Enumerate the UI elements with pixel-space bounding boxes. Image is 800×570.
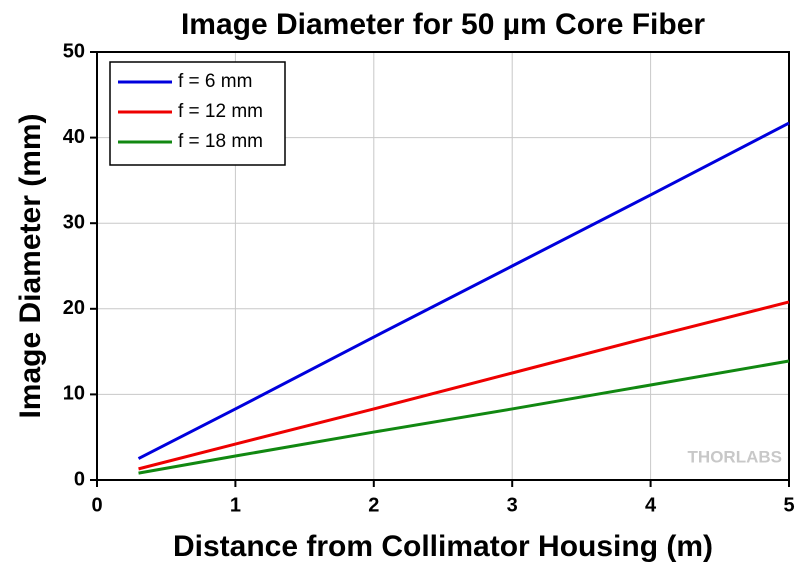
series-line [138, 300, 790, 471]
x-axis-label: Distance from Collimator Housing (m) [173, 530, 713, 563]
y-tick-label: 30 [63, 211, 85, 233]
y-tick-label: 20 [63, 297, 85, 319]
legend-label: f = 18 mm [178, 131, 263, 152]
chart-title: Image Diameter for 50 µm Core Fiber [181, 8, 705, 41]
x-tick-label: 0 [91, 494, 102, 516]
x-tick-label: 5 [783, 494, 794, 516]
y-tick-label: 40 [63, 126, 85, 148]
x-tick-label: 1 [230, 494, 241, 516]
x-tick-label: 3 [507, 494, 518, 516]
series-line [138, 359, 790, 475]
y-tick-label: 50 [63, 40, 85, 62]
y-tick-label: 10 [63, 383, 85, 405]
watermark: THORLABS [688, 447, 782, 466]
y-tick-label: 0 [74, 468, 85, 490]
x-tick-label: 2 [368, 494, 379, 516]
legend-label: f = 6 mm [178, 71, 252, 92]
legend-label: f = 12 mm [178, 101, 263, 122]
plot-frame [96, 51, 790, 481]
series-line [137, 121, 790, 460]
y-axis-label: Image Diameter (mm) [14, 113, 47, 418]
x-tick-label: 4 [645, 494, 657, 516]
